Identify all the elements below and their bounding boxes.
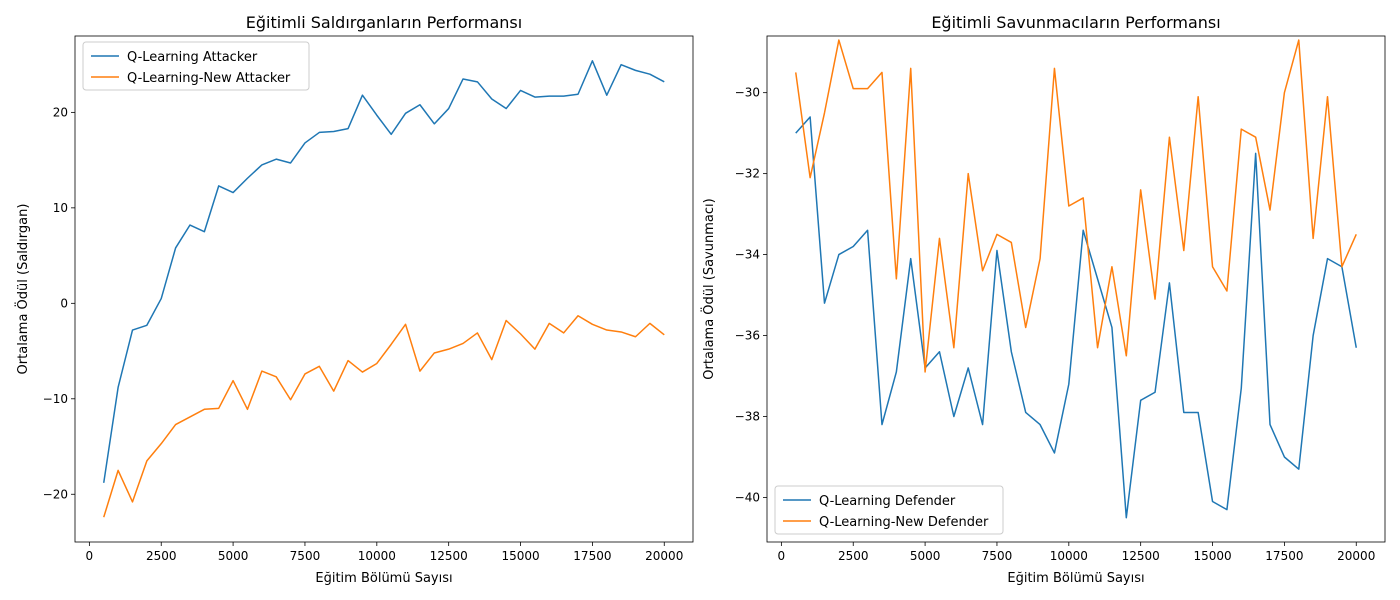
plot-frame: [74, 35, 694, 543]
y-tick-label: 0: [60, 296, 68, 310]
y-tick-label: −30: [735, 86, 760, 100]
legend-label: Q-Learning Attacker: [127, 50, 258, 65]
series-line-blue: [795, 116, 1357, 519]
x-tick-label: 12500: [1122, 549, 1160, 563]
y-tick-label: −10: [43, 392, 68, 406]
y-tick-label: 20: [53, 105, 68, 119]
x-tick-label: 17500: [573, 549, 611, 563]
plot-frame: [766, 35, 1386, 543]
y-tick-label: −40: [735, 490, 760, 504]
chart-title: Eğitimli Saldırganların Performansı: [246, 13, 522, 32]
series-line-orange: [794, 39, 1357, 373]
series-line-blue: [102, 60, 665, 483]
legend: Q-Learning Defender Q-Learning-New Defend…: [774, 485, 1004, 535]
x-tick-label: 2500: [146, 549, 177, 563]
series-line-orange: [103, 314, 665, 518]
x-tick-label: 0: [778, 549, 786, 563]
x-tick-label: 15000: [1193, 549, 1231, 563]
y-axis-label: Ortalama Ödül (Savunmacı): [700, 198, 717, 379]
x-axis-label: Eğitim Bölümü Sayısı: [315, 571, 452, 586]
x-tick-label: 15000: [501, 549, 539, 563]
chart-title: Eğitimli Savunmacıların Performansı: [931, 13, 1220, 32]
x-tick-label: 5000: [910, 549, 941, 563]
legend: Q-Learning Attacker Q-Learning-New Attack…: [82, 41, 310, 91]
chart-panel-2: Eğitimli Savunmacıların Performansı 0 2500…: [700, 13, 1386, 586]
x-tick-label: 10000: [1050, 549, 1088, 563]
y-tick-label: −38: [735, 410, 760, 424]
x-tick-label: 12500: [430, 549, 468, 563]
x-axis-label: Eğitim Bölümü Sayısı: [1007, 571, 1144, 586]
y-tick-label: −32: [735, 167, 760, 181]
x-tick-label: 7500: [290, 549, 321, 563]
y-tick-label: −34: [735, 248, 760, 262]
chart-panel-1: Eğitimli Saldırganların Performansı 0 2500…: [14, 13, 694, 586]
x-tick-label: 2500: [838, 549, 869, 563]
legend-label: Q-Learning-New Defender: [819, 515, 989, 530]
y-tick-label: 10: [53, 201, 68, 215]
x-tick-label: 20000: [1337, 549, 1375, 563]
legend-box: [82, 41, 310, 91]
y-tick-label: −36: [735, 329, 760, 343]
y-axis-label: Ortalama Ödül (Saldırgan): [14, 204, 31, 375]
legend-box: [774, 485, 1004, 535]
x-tick-label: 0: [86, 549, 94, 563]
x-tick-label: 7500: [982, 549, 1013, 563]
x-tick-label: 17500: [1265, 549, 1303, 563]
x-tick-label: 5000: [218, 549, 249, 563]
legend-label: Q-Learning Defender: [819, 494, 956, 509]
x-tick-label: 20000: [645, 549, 683, 563]
y-tick-label: −20: [43, 487, 68, 501]
x-tick-label: 10000: [358, 549, 396, 563]
legend-label: Q-Learning-New Attacker: [127, 71, 291, 86]
